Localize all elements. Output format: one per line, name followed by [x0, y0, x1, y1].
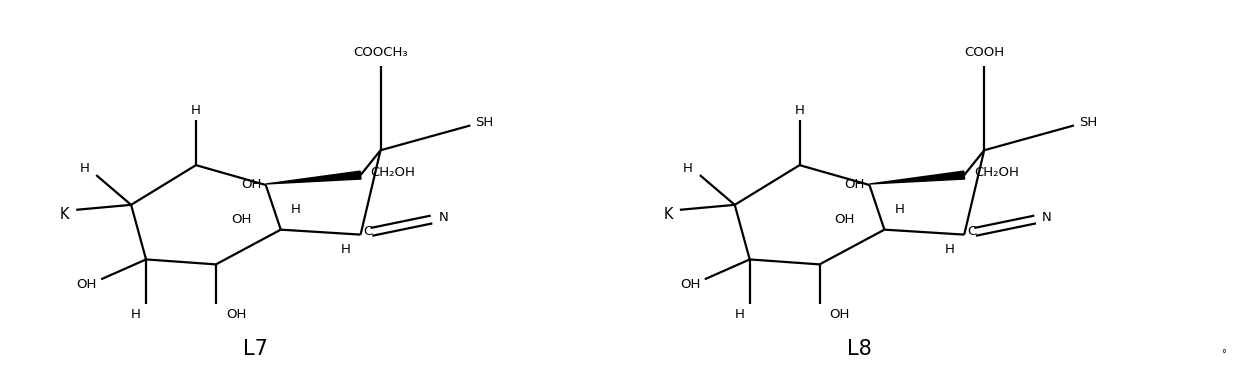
Text: H: H — [79, 162, 89, 175]
Text: OH: OH — [231, 213, 252, 226]
Text: OH: OH — [844, 178, 864, 191]
Text: COOCH₃: COOCH₃ — [353, 46, 408, 59]
Text: OH: OH — [241, 178, 262, 191]
Text: C: C — [967, 225, 976, 238]
Text: SH: SH — [1079, 116, 1097, 129]
Text: K: K — [663, 207, 672, 222]
Text: H: H — [191, 104, 201, 117]
Text: H: H — [894, 203, 904, 216]
Text: K: K — [60, 207, 69, 222]
Text: H: H — [795, 104, 805, 117]
Text: N: N — [439, 211, 448, 224]
Text: CH₂OH: CH₂OH — [371, 166, 415, 178]
Text: L8: L8 — [847, 339, 872, 359]
Text: H: H — [131, 308, 141, 321]
Text: C: C — [363, 225, 373, 238]
Text: OH: OH — [835, 213, 854, 226]
Polygon shape — [265, 171, 361, 184]
Text: CH₂OH: CH₂OH — [975, 166, 1019, 178]
Text: OH: OH — [226, 308, 247, 321]
Text: L7: L7 — [243, 339, 268, 359]
Text: H: H — [290, 203, 300, 216]
Polygon shape — [869, 171, 965, 184]
Text: COOH: COOH — [965, 46, 1004, 59]
Text: °: ° — [1221, 349, 1226, 359]
Text: H: H — [341, 243, 351, 256]
Text: H: H — [945, 243, 955, 256]
Text: N: N — [1042, 211, 1052, 224]
Text: OH: OH — [830, 308, 849, 321]
Text: SH: SH — [475, 116, 494, 129]
Text: H: H — [735, 308, 745, 321]
Text: OH: OH — [680, 278, 701, 291]
Text: OH: OH — [76, 278, 97, 291]
Text: H: H — [683, 162, 693, 175]
